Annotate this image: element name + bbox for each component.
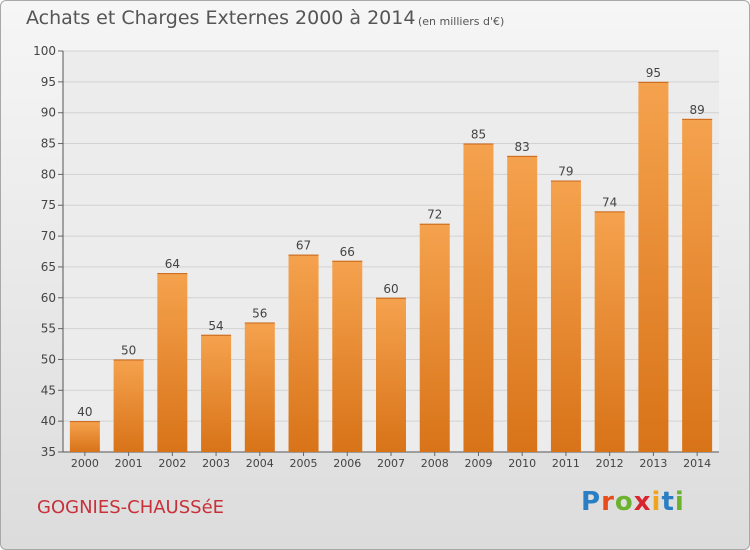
- data-label-2008: 72: [427, 208, 442, 222]
- data-label-2003: 54: [208, 319, 223, 333]
- bar-2007: [376, 297, 406, 452]
- bar-2014: [682, 118, 713, 452]
- logo-letter: o: [614, 487, 634, 517]
- data-label-2014: 89: [689, 103, 704, 117]
- bar-2004: [244, 322, 275, 452]
- y-tick-label: 80: [41, 167, 56, 181]
- x-tick-label-2012: 2012: [596, 457, 624, 470]
- x-tick-label-2005: 2005: [290, 457, 318, 470]
- logo-letter: i: [674, 487, 685, 517]
- data-label-2009: 85: [471, 128, 486, 142]
- data-label-2007: 60: [383, 282, 398, 296]
- logo-letter: r: [601, 487, 615, 517]
- bar-2013: [638, 81, 669, 452]
- x-tick-label-2002: 2002: [158, 457, 186, 470]
- data-label-2001: 50: [121, 343, 136, 357]
- x-tick-label-2008: 2008: [421, 457, 449, 470]
- y-tick-label: 90: [41, 106, 56, 120]
- x-tick-label-2013: 2013: [639, 457, 667, 470]
- chart-title: Achats et Charges Externes 2000 à 2014: [26, 7, 416, 29]
- proxiti-logo: Proxiti: [581, 487, 685, 517]
- y-tick-label: 65: [41, 260, 56, 274]
- chart-unit: (en milliers d'€): [418, 15, 505, 28]
- y-tick-label: 60: [41, 291, 56, 305]
- y-tick-label: 75: [41, 198, 56, 212]
- y-tick-label: 95: [41, 75, 56, 89]
- data-label-2004: 56: [252, 306, 267, 320]
- bar-2000: [69, 421, 100, 452]
- bar-2010: [507, 155, 538, 452]
- x-tick-label-2014: 2014: [683, 457, 711, 470]
- logo-letter: t: [661, 487, 675, 517]
- x-tick-label-2006: 2006: [333, 457, 361, 470]
- bar-2006: [332, 260, 363, 452]
- bar-2001: [113, 359, 144, 452]
- x-tick-label-2010: 2010: [508, 457, 536, 470]
- y-tick-label: 35: [41, 445, 56, 459]
- y-tick-label: 85: [41, 137, 56, 151]
- x-tick-label-2000: 2000: [71, 457, 99, 470]
- data-label-2010: 83: [515, 140, 530, 154]
- y-tick-label: 55: [41, 322, 56, 336]
- x-tick-label-2009: 2009: [464, 457, 492, 470]
- city-name: GOGNIES-CHAUSSéE: [37, 497, 225, 518]
- y-tick-label: 45: [41, 383, 56, 397]
- x-tick-label-2004: 2004: [246, 457, 274, 470]
- x-tick-label-2007: 2007: [377, 457, 405, 470]
- data-label-2002: 64: [165, 257, 180, 271]
- bar-2002: [157, 273, 188, 452]
- bar-2008: [419, 223, 450, 452]
- bar-2009: [463, 143, 494, 453]
- y-tick-label: 100: [33, 44, 56, 58]
- data-label-2005: 67: [296, 239, 311, 253]
- bar-2003: [201, 334, 232, 452]
- bar-layer: [69, 81, 713, 453]
- data-label-2012: 74: [602, 195, 617, 209]
- y-tick-label: 40: [41, 414, 56, 428]
- data-label-2013: 95: [646, 66, 661, 80]
- x-tick-label-2011: 2011: [552, 457, 580, 470]
- data-label-2000: 40: [77, 405, 92, 419]
- logo-letter: i: [651, 487, 662, 517]
- y-tick-label: 70: [41, 229, 56, 243]
- y-tick-label: 50: [41, 352, 56, 366]
- x-tick-label-2001: 2001: [115, 457, 143, 470]
- bar-2005: [288, 254, 319, 452]
- bar-2011: [550, 180, 581, 453]
- bar-2012: [594, 211, 625, 452]
- data-label-2006: 66: [340, 245, 355, 259]
- logo-letter: P: [581, 487, 602, 517]
- axis-layer: 35 40 45 50 55 60 65 70 75 80 85 90 95 100 2000 2001 200…: [33, 44, 719, 470]
- x-tick-label-2003: 2003: [202, 457, 230, 470]
- data-label-2011: 79: [558, 165, 573, 179]
- logo-letter: x: [633, 487, 652, 517]
- label-layer: 40 50 64 54 56 67 66 60 72 85 83 79 74 95 89: [77, 66, 705, 419]
